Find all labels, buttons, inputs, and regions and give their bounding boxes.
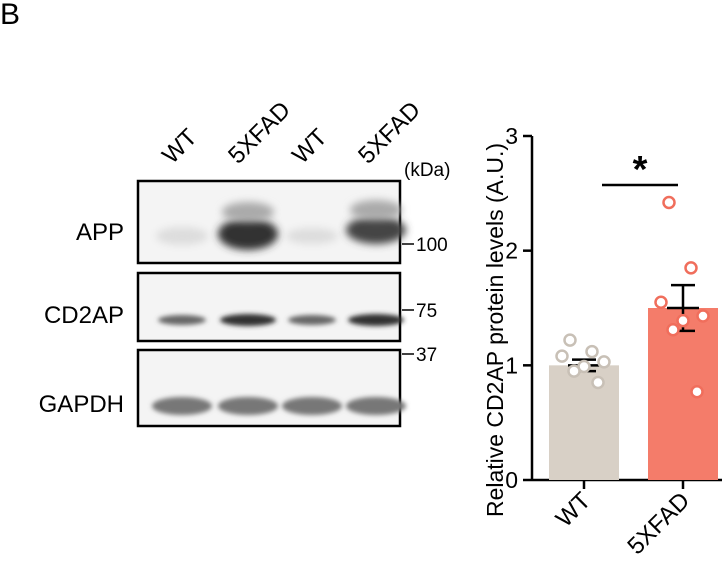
lane-label: WT xyxy=(287,124,333,170)
lane-label: 5XFAD xyxy=(223,96,296,169)
data-point xyxy=(597,355,611,369)
bar-chart: 0 1 2 3 WT 5XFAD * xyxy=(505,123,722,560)
marker-label: 100 xyxy=(416,235,448,256)
bar xyxy=(648,308,718,480)
blot-app xyxy=(136,179,406,265)
y-axis-label: Relative CD2AP protein levels (A.U.) xyxy=(482,143,508,517)
data-point xyxy=(563,333,577,347)
row-label: CD2AP xyxy=(44,302,124,329)
lane-label: WT xyxy=(157,124,203,170)
x-tick-label: 5XFAD xyxy=(622,487,695,560)
blot-gapdh xyxy=(136,348,406,428)
blot-cd2ap xyxy=(136,271,404,343)
data-point xyxy=(684,261,698,275)
data-point xyxy=(690,384,704,399)
data-point xyxy=(591,375,605,390)
y-tick-label: 0 xyxy=(505,467,518,493)
data-point xyxy=(676,313,690,328)
data-point xyxy=(585,344,599,359)
y-tick-label: 1 xyxy=(505,352,518,378)
row-label: APP xyxy=(76,219,124,246)
unit-label: (kDa) xyxy=(404,160,450,181)
data-point xyxy=(666,323,680,337)
lane-label: 5XFAD xyxy=(353,96,426,169)
panel-label: B xyxy=(0,0,20,31)
bar xyxy=(549,365,619,480)
significance-label: * xyxy=(633,149,648,191)
y-tick-label: 3 xyxy=(505,123,518,149)
data-point xyxy=(662,195,676,210)
data-point xyxy=(654,295,668,310)
x-tick-label: WT xyxy=(551,487,597,533)
y-tick-label: 2 xyxy=(505,238,518,264)
marker-label: 37 xyxy=(416,345,437,366)
data-point xyxy=(567,364,581,378)
row-label: GAPDH xyxy=(39,391,124,418)
marker-label: 75 xyxy=(416,301,437,322)
data-point xyxy=(555,349,569,363)
data-point xyxy=(696,309,710,323)
